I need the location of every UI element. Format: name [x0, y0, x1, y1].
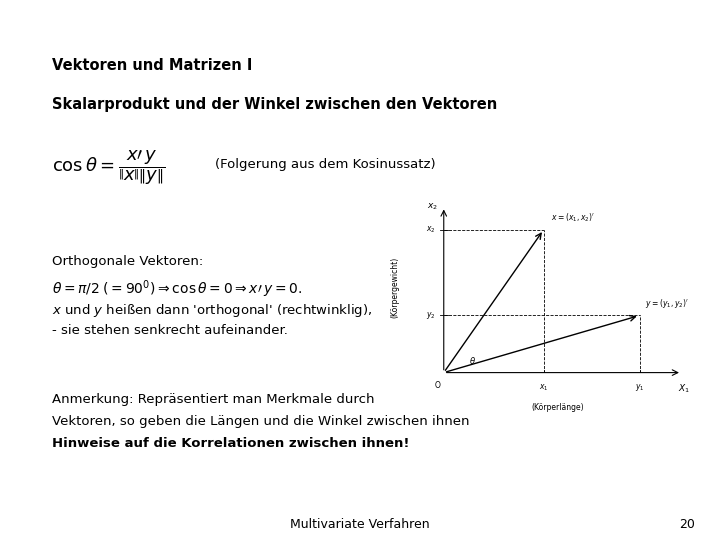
Text: (Folgerung aus dem Kosinussatz): (Folgerung aus dem Kosinussatz) — [215, 158, 436, 171]
Text: $y_2$: $y_2$ — [426, 310, 436, 321]
Text: $x = (x_1, x_2)'$: $x = (x_1, x_2)'$ — [552, 212, 595, 224]
Text: O: O — [435, 381, 441, 390]
Text: Skalarprodukt und der Winkel zwischen den Vektoren: Skalarprodukt und der Winkel zwischen de… — [52, 97, 498, 112]
Text: 20: 20 — [679, 518, 695, 531]
Text: Multivariate Verfahren: Multivariate Verfahren — [290, 518, 430, 531]
Text: (Körpergewicht): (Körpergewicht) — [390, 257, 399, 318]
Text: $y_1$: $y_1$ — [635, 382, 644, 393]
Text: $x$ und $y$ heißen dann 'orthogonal' (rechtwinklig),: $x$ und $y$ heißen dann 'orthogonal' (re… — [52, 302, 372, 319]
Text: Anmerkung: Repräsentiert man Merkmale durch: Anmerkung: Repräsentiert man Merkmale du… — [52, 393, 374, 406]
Text: $x_2$: $x_2$ — [426, 225, 436, 235]
Text: Orthogonale Vektoren:: Orthogonale Vektoren: — [52, 255, 203, 268]
Text: (Körperlänge): (Körperlänge) — [531, 403, 585, 412]
Text: Vektoren und Matrizen I: Vektoren und Matrizen I — [52, 58, 253, 73]
Text: Hinweise auf die Korrelationen zwischen ihnen!: Hinweise auf die Korrelationen zwischen … — [52, 437, 410, 450]
Text: $\theta = \pi / 2\;(= 90^{0}) \Rightarrow \cos\theta = 0 \Rightarrow x\prime\, y: $\theta = \pi / 2\;(= 90^{0}) \Rightarro… — [52, 278, 302, 300]
Text: $x_2$: $x_2$ — [427, 201, 438, 212]
Text: $X_1$: $X_1$ — [678, 382, 690, 395]
Text: Vektoren, so geben die Längen und die Winkel zwischen ihnen: Vektoren, so geben die Längen und die Wi… — [52, 415, 469, 428]
Text: $x_1$: $x_1$ — [539, 382, 549, 393]
Text: $\cos\theta = \dfrac{x\prime\, y}{\left\|x\right\|\left\|y\right\|}$: $\cos\theta = \dfrac{x\prime\, y}{\left\… — [52, 148, 166, 187]
Text: $\theta$: $\theta$ — [469, 355, 476, 366]
Text: $y = (y_1, y_2)'$: $y = (y_1, y_2)'$ — [645, 297, 689, 310]
Text: - sie stehen senkrecht aufeinander.: - sie stehen senkrecht aufeinander. — [52, 324, 288, 337]
